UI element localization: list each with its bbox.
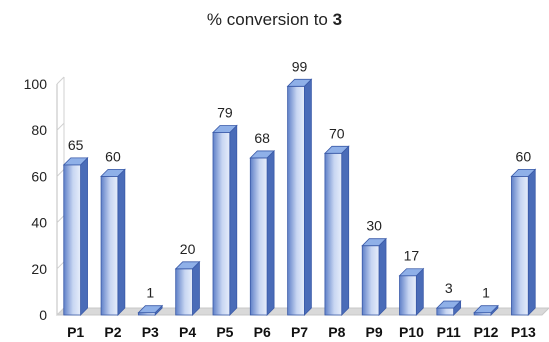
bar-side [303, 78, 312, 316]
bar-top [398, 268, 425, 277]
data-label: 60 [516, 148, 532, 164]
bar-top [510, 168, 537, 177]
data-label: 79 [217, 105, 233, 121]
bar [323, 145, 350, 316]
data-label: 1 [482, 285, 490, 301]
bar [174, 260, 201, 316]
bar-top [62, 157, 89, 166]
bar [510, 168, 537, 316]
x-tick-label: P4 [179, 324, 196, 340]
x-tick-label: P6 [254, 324, 271, 340]
bar-top [323, 145, 350, 154]
bar-front [324, 152, 343, 316]
bar-top [137, 305, 164, 314]
bar [137, 304, 164, 316]
bar [212, 124, 238, 316]
chart-title-compound: 3 [332, 10, 343, 29]
bar-side [229, 124, 238, 316]
y-tick-label: 80 [31, 122, 47, 138]
y-tick-label: 20 [31, 261, 47, 277]
bar-side [527, 168, 536, 316]
bar-top [212, 125, 238, 133]
bar-top [100, 168, 126, 177]
bar-front [287, 85, 305, 316]
data-label: 68 [254, 130, 270, 146]
bar-top [473, 305, 499, 314]
data-label: 30 [366, 218, 382, 234]
bar [473, 304, 499, 316]
bar [435, 300, 462, 316]
x-tick-label: P7 [291, 324, 308, 340]
labels-layer: 0 20 40 60 80 100 65 P1 60 P2 1 P3 20 P4 79 P5 68 P6 99 P7 7… [24, 58, 536, 340]
bar [398, 267, 425, 316]
bar-top [174, 261, 201, 270]
bar-top [435, 300, 462, 309]
data-label: 99 [292, 58, 308, 74]
data-label: 70 [329, 125, 345, 141]
y-tick-mark [56, 261, 65, 270]
x-tick-label: P9 [366, 324, 383, 340]
bar [249, 149, 276, 316]
y-tick-label: 60 [31, 168, 47, 184]
chart-title-text: % conversion to [206, 10, 333, 29]
chart-title: % conversion to 3 [0, 10, 549, 30]
bars-layer [62, 78, 537, 316]
bar [100, 168, 126, 316]
y-tick-mark [56, 169, 65, 177]
bar-front [399, 275, 417, 316]
data-label: 17 [404, 248, 420, 264]
x-tick-label: P12 [474, 324, 499, 340]
y-tick-label: 40 [31, 215, 47, 231]
y-tick-mark [56, 122, 65, 131]
bar-front [361, 245, 380, 316]
bar-front [175, 268, 193, 316]
bar-top [286, 78, 313, 87]
bar-side [117, 168, 126, 316]
bar-front [249, 157, 268, 316]
bar [62, 156, 89, 316]
y-tick-mark [56, 307, 65, 316]
x-tick-label: P3 [142, 324, 159, 340]
bar-front [100, 175, 119, 316]
data-label: 60 [105, 148, 121, 164]
bar [361, 237, 387, 316]
bar-top [361, 238, 387, 247]
bar [286, 78, 313, 316]
bar-side [192, 260, 200, 316]
bar-front [436, 307, 455, 316]
y-tick-mark [56, 76, 65, 85]
x-tick-label: P10 [399, 324, 424, 340]
bar-side [266, 149, 275, 316]
y-tick-label: 100 [24, 76, 48, 92]
bar-front [63, 164, 81, 316]
x-tick-label: P2 [104, 324, 121, 340]
y-tick-mark [56, 215, 65, 223]
data-label: 65 [68, 137, 84, 153]
bar-front [511, 175, 529, 316]
x-tick-label: P13 [511, 324, 536, 340]
data-label: 20 [180, 241, 196, 257]
bar-side [378, 237, 387, 316]
bar-front [212, 132, 231, 316]
bar-side [341, 145, 350, 316]
x-tick-label: P1 [67, 324, 84, 340]
bar-side [415, 267, 424, 316]
x-tick-label: P11 [437, 324, 461, 340]
bar-side [80, 156, 88, 316]
data-label: 1 [146, 285, 154, 301]
x-tick-label: P5 [216, 324, 233, 340]
bar-top [249, 150, 276, 159]
data-label: 3 [445, 280, 453, 296]
y-tick-label: 0 [39, 307, 47, 323]
x-tick-label: P8 [328, 324, 345, 340]
